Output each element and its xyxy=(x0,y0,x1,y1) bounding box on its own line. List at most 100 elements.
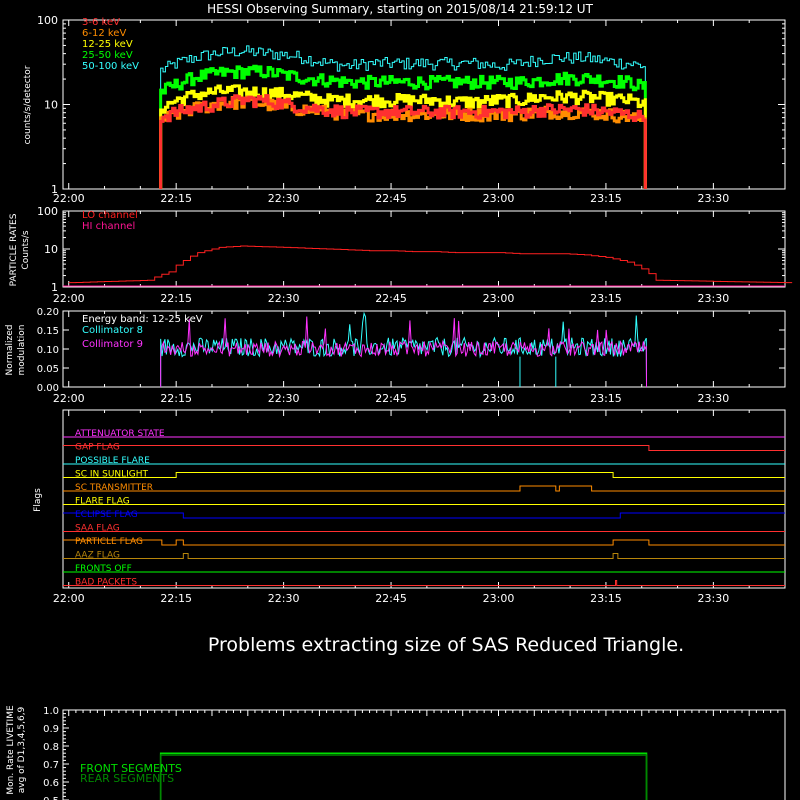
y-tick-label: 0.9 xyxy=(43,724,59,735)
y-axis-label: PARTICLE RATES xyxy=(9,213,19,286)
x-tick-label: 22:30 xyxy=(268,192,300,205)
y-tick-label: 0.10 xyxy=(37,345,59,356)
y-axis-label: Normalized xyxy=(5,324,15,375)
modulation-series xyxy=(160,311,648,388)
flag-label: SC TRANSMITTER xyxy=(75,483,153,493)
flag-label: FRONTS OFF xyxy=(75,564,132,574)
y-tick-label: 0.5 xyxy=(43,796,59,800)
livetime-series xyxy=(159,752,648,800)
flag-line xyxy=(63,553,785,559)
y-tick-label: 100 xyxy=(37,205,58,218)
y-axis-label: Counts/s xyxy=(21,230,31,269)
flag-label: BAD PACKETS xyxy=(75,578,137,588)
count-rate-series xyxy=(159,94,647,189)
flag-label: FLARE FLAG xyxy=(75,497,130,507)
y-axis-label: Mon. Rate LIVETIME xyxy=(6,705,16,795)
legend-entry: Collimator 9 xyxy=(82,339,143,350)
x-tick-label: 22:15 xyxy=(160,292,192,305)
y-axis-label: modulation xyxy=(17,325,27,376)
x-tick-label: 23:15 xyxy=(590,292,622,305)
legend-entry: 12-25 keV xyxy=(82,39,133,50)
x-tick-label: 22:15 xyxy=(160,392,192,405)
y-tick-label: 0.05 xyxy=(37,364,59,375)
y-axis-label: avg of D1,3,4,5,6,9 xyxy=(17,706,27,793)
livetime-series xyxy=(159,754,648,800)
figure-title: HESSI Observing Summary, starting on 201… xyxy=(207,2,593,16)
legend-entry: Collimator 8 xyxy=(82,325,143,336)
y-tick-label: 0.20 xyxy=(37,307,59,318)
legend-entry: HI channel xyxy=(82,221,135,232)
x-tick-label: 22:00 xyxy=(53,392,85,405)
flag-line xyxy=(63,539,785,546)
x-tick-label: 22:15 xyxy=(160,192,192,205)
count-rates-panel: 1 10 100 22:00 22:15 22:30 22:45 23:00 23:15 23:3… xyxy=(23,14,786,205)
y-tick-label: 1 xyxy=(51,183,58,196)
x-tick-label: 23:00 xyxy=(483,592,515,605)
flags-panel: 22:00 22:15 22:30 22:45 23:00 23:15 23:30 Flags… xyxy=(33,409,786,605)
x-tick-label: 22:00 xyxy=(53,592,85,605)
sas-error-message: Problems extracting size of SAS Reduced … xyxy=(208,634,684,656)
y-tick-label: 0.6 xyxy=(43,778,59,789)
y-tick-label: 0.7 xyxy=(43,760,59,771)
legend-entry: Energy band: 12-25 keV xyxy=(82,314,203,325)
x-tick-label: 23:00 xyxy=(483,392,515,405)
legend-entry: LO channel xyxy=(82,210,138,221)
flag-label: SAA FLAG xyxy=(75,524,120,534)
legend-entry: 50-100 keV xyxy=(82,61,139,72)
count-rate-series xyxy=(159,64,647,189)
x-tick-label: 23:15 xyxy=(590,192,622,205)
plot-frame xyxy=(62,409,786,589)
y-tick-label: 100 xyxy=(37,14,58,27)
x-tick-label: 23:15 xyxy=(590,592,622,605)
modulation-panel: 22:00 22:15 22:30 22:45 23:00 23:15 23:30 Norma… xyxy=(5,307,786,405)
y-tick-label: 10 xyxy=(44,243,58,256)
flag-label: AAZ FLAG xyxy=(75,551,120,561)
x-tick-label: 22:45 xyxy=(375,292,407,305)
x-tick-label: 23:30 xyxy=(698,592,730,605)
y-axis-label: Flags xyxy=(33,488,43,512)
legend-entry: 25-50 keV xyxy=(82,50,133,61)
lo-channel-line xyxy=(68,245,793,284)
legend-entry: 6-12 keV xyxy=(82,28,126,39)
x-tick-label: 23:30 xyxy=(698,292,730,305)
x-tick-label: 22:00 xyxy=(53,292,85,305)
y-tick-label: 10 xyxy=(44,99,58,112)
x-tick-label: 22:15 xyxy=(160,592,192,605)
y-tick-label: 1 xyxy=(51,281,58,294)
x-tick-label: 22:00 xyxy=(53,192,85,205)
y-tick-label: 1.0 xyxy=(43,706,59,717)
x-tick-label: 22:30 xyxy=(268,292,300,305)
legend-entry: REAR SEGMENTS xyxy=(80,772,174,785)
particle-rates-panel: 1 10 100 22:00 22:15 22:30 22:45 23:00 23:15 23:3… xyxy=(9,205,793,305)
x-tick-label: 22:30 xyxy=(268,392,300,405)
flag-line xyxy=(63,472,785,478)
x-tick-label: 23:00 xyxy=(483,292,515,305)
flag-line xyxy=(63,445,785,451)
x-tick-label: 22:45 xyxy=(375,192,407,205)
y-axis-label: counts/s/detector xyxy=(23,65,33,144)
x-tick-label: 23:00 xyxy=(483,192,515,205)
x-tick-label: 22:30 xyxy=(268,592,300,605)
x-tick-label: 23:15 xyxy=(590,392,622,405)
flag-line xyxy=(63,512,785,519)
flag-label: ATTENUATOR STATE xyxy=(75,429,165,439)
flag-line xyxy=(63,485,785,492)
legend-entry: 3-6 keV xyxy=(82,17,120,28)
y-tick-label: 0.00 xyxy=(37,383,59,394)
flag-line xyxy=(63,580,785,586)
modulation-series xyxy=(160,316,648,388)
x-tick-label: 23:30 xyxy=(698,392,730,405)
count-rate-series xyxy=(160,45,646,189)
y-tick-label: 0.15 xyxy=(37,326,59,337)
plot-frame xyxy=(62,210,786,288)
flag-label: POSSIBLE FLARE xyxy=(75,456,150,466)
flag-label: SC IN SUNLIGHT xyxy=(75,470,149,480)
plot-frame xyxy=(62,709,786,800)
x-tick-label: 22:45 xyxy=(375,592,407,605)
flag-label: PARTICLE FLAG xyxy=(75,537,143,547)
y-tick-label: 0.8 xyxy=(43,742,59,753)
x-tick-label: 22:45 xyxy=(375,392,407,405)
x-tick-label: 23:30 xyxy=(698,192,730,205)
legend-entry: FRONT SEGMENTS xyxy=(80,762,182,775)
